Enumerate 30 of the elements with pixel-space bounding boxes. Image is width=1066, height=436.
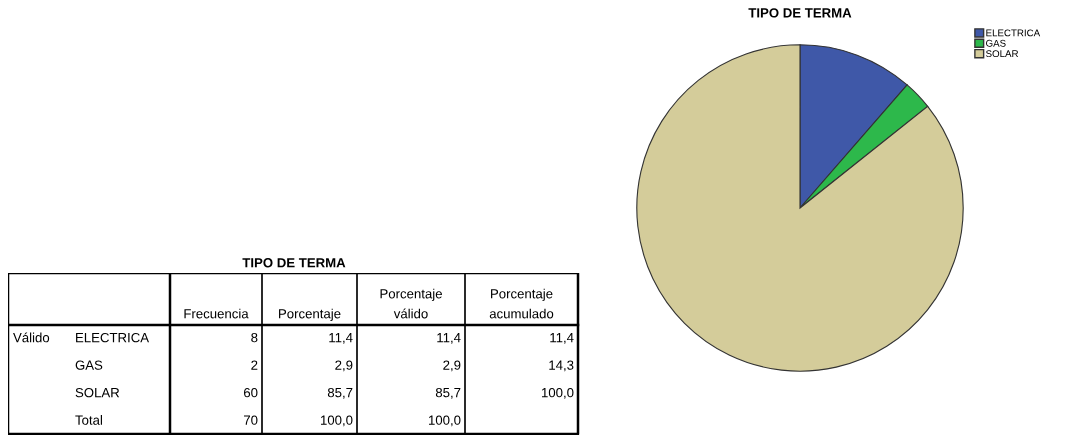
text: SOLAR	[75, 387, 120, 398]
category-label: Frecuencia	[184, 308, 249, 319]
legend-label: GAS	[986, 39, 1006, 47]
text: 85,7	[327, 387, 353, 399]
chart-title: TIPO DE TERMA	[748, 8, 852, 18]
category-label: Porcentaje acumulado	[489, 288, 554, 319]
text: 2	[251, 360, 258, 370]
text: 85,7	[435, 387, 461, 399]
text: GAS	[75, 360, 103, 370]
text: 100,0	[320, 415, 353, 427]
category-label: Porcentaje válido	[380, 288, 442, 319]
text: Total	[75, 415, 102, 425]
text: 60	[244, 387, 258, 398]
text: Válido	[13, 332, 50, 343]
text: 11,4	[437, 333, 461, 344]
text: 11,4	[550, 333, 574, 344]
text: 100,0	[428, 415, 461, 427]
text: 100,0	[541, 387, 574, 399]
pie-slice	[636, 44, 964, 372]
text: 2,9	[335, 360, 353, 372]
text: 8	[251, 332, 258, 343]
text: 14,3	[549, 360, 574, 372]
text: ELECTRICA	[76, 332, 150, 343]
text: 11,4	[329, 333, 353, 344]
legend-label: SOLAR	[986, 50, 1019, 58]
legend-label: ELECTRICA	[986, 29, 1041, 37]
category-label: Porcentaje	[279, 308, 341, 321]
text: TIPO DE TERMA	[242, 258, 346, 268]
text: 70	[244, 415, 258, 425]
text: 2,9	[443, 360, 461, 372]
